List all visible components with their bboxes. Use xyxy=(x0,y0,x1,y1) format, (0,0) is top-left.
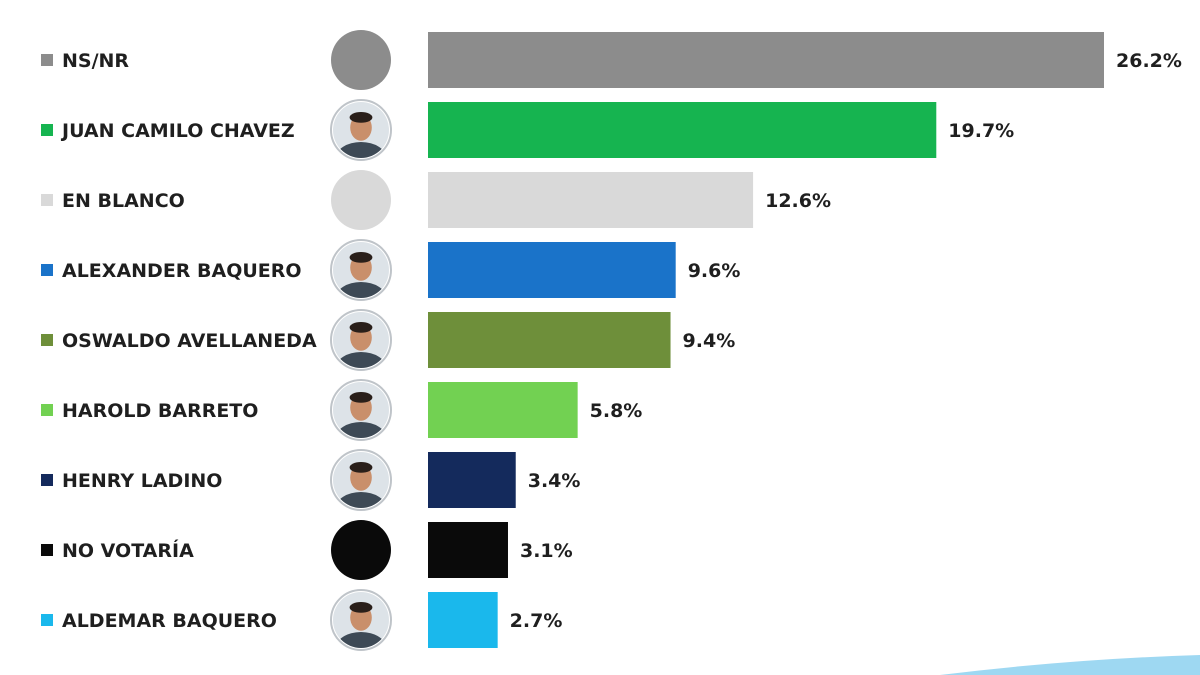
avatar-icon xyxy=(330,99,392,161)
legend-swatch xyxy=(41,264,53,276)
legend-swatch xyxy=(41,194,53,206)
avatar-icon xyxy=(331,170,391,230)
value-label: 3.4% xyxy=(528,470,581,492)
chart-row: EN BLANCO 12.6% xyxy=(41,170,831,230)
avatar-icon xyxy=(330,589,392,651)
legend-swatch xyxy=(41,54,53,66)
category-label: OSWALDO AVELLANEDA xyxy=(62,330,317,352)
category-label: ALEXANDER BAQUERO xyxy=(62,260,302,282)
category-label: NS/NR xyxy=(62,50,129,72)
bar xyxy=(428,32,1104,88)
chart-row: HENRY LADINO 3.4% xyxy=(41,449,581,511)
bar xyxy=(428,592,498,648)
avatar-icon xyxy=(330,379,392,441)
value-label: 5.8% xyxy=(590,400,643,422)
chart-row: JUAN CAMILO CHAVEZ 19.7% xyxy=(41,99,1014,161)
bar xyxy=(428,452,516,508)
corner-decoration xyxy=(940,655,1200,675)
bar xyxy=(428,102,937,158)
category-label: HAROLD BARRETO xyxy=(62,400,258,422)
bar xyxy=(428,522,508,578)
legend-swatch xyxy=(41,474,53,486)
value-label: 19.7% xyxy=(948,120,1014,142)
avatar-icon xyxy=(331,30,391,90)
value-label: 9.4% xyxy=(683,330,736,352)
category-label: EN BLANCO xyxy=(62,190,185,212)
avatar-icon xyxy=(330,449,392,511)
avatar-icon xyxy=(330,309,392,371)
value-label: 2.7% xyxy=(510,610,563,632)
avatar-icon xyxy=(330,239,392,301)
bar xyxy=(428,312,671,368)
category-label: JUAN CAMILO CHAVEZ xyxy=(60,120,295,142)
value-label: 26.2% xyxy=(1116,50,1182,72)
avatar-icon xyxy=(331,520,391,580)
legend-swatch xyxy=(41,544,53,556)
bar xyxy=(428,382,578,438)
chart-row: ALDEMAR BAQUERO 2.7% xyxy=(41,589,563,651)
legend-swatch xyxy=(41,404,53,416)
bar xyxy=(428,172,754,228)
chart-row: OSWALDO AVELLANEDA 9.4% xyxy=(41,309,736,371)
category-label: HENRY LADINO xyxy=(62,470,222,492)
chart-row: ALEXANDER BAQUERO 9.6% xyxy=(41,239,741,301)
chart-row: HAROLD BARRETO 5.8% xyxy=(41,379,643,441)
bar xyxy=(428,242,676,298)
legend-swatch xyxy=(41,334,53,346)
value-label: 3.1% xyxy=(520,540,573,562)
chart-row: NS/NR 26.2% xyxy=(41,30,1182,90)
category-label: NO VOTARÍA xyxy=(62,539,194,562)
chart-row: NO VOTARÍA 3.1% xyxy=(41,520,573,580)
legend-swatch xyxy=(41,614,53,626)
legend-swatch xyxy=(41,124,53,136)
category-label: ALDEMAR BAQUERO xyxy=(62,610,277,632)
value-label: 9.6% xyxy=(688,260,741,282)
value-label: 12.6% xyxy=(765,190,831,212)
